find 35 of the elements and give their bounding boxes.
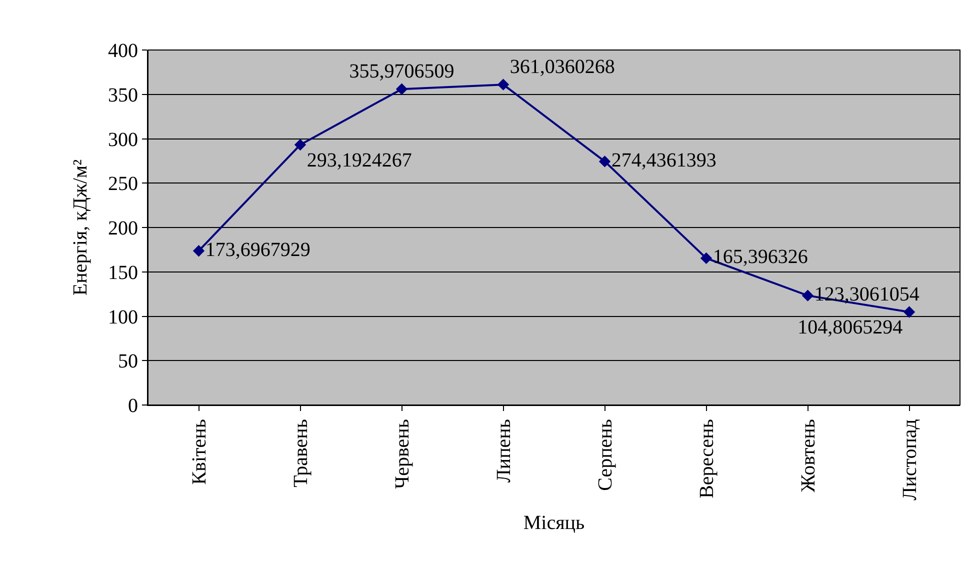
y-tick-label: 400 — [108, 40, 138, 62]
y-tick-label: 150 — [108, 262, 138, 284]
data-label: 293,1924267 — [306, 149, 412, 172]
x-tick-label: Серпень — [594, 419, 616, 491]
x-tick-label: Травень — [290, 419, 312, 488]
data-label: 173,6967929 — [205, 238, 310, 261]
y-tick-label: 50 — [118, 350, 138, 373]
y-tick-label: 0 — [128, 395, 138, 417]
data-label: 361,0360268 — [510, 56, 615, 78]
point — [497, 78, 510, 90]
x-tick-label: Вересень — [696, 419, 718, 498]
data-label: 274,4361393 — [611, 149, 716, 172]
y-tick-label: 100 — [108, 306, 138, 328]
x-tick-label: Липень — [492, 419, 515, 483]
y-tick-label: 300 — [108, 128, 138, 151]
point — [903, 306, 916, 318]
data-label: 355,9706509 — [349, 60, 454, 82]
y-tick-label: 350 — [108, 84, 138, 106]
point — [396, 83, 408, 95]
x-tick-label: Червень — [391, 419, 414, 489]
point — [294, 138, 306, 151]
y-tick-label: 200 — [108, 218, 138, 240]
x-tick-label: Жовтень — [797, 419, 820, 492]
x-tick-label: Листопад — [898, 419, 921, 500]
point — [192, 244, 205, 257]
y-axis-title: Енергія, кДж/м² — [70, 159, 92, 296]
x-tick-label: Квітень — [188, 419, 210, 485]
point — [802, 290, 814, 302]
x-axis-title: Місяць — [523, 512, 585, 534]
data-label: 104,8065294 — [798, 316, 903, 339]
y-tick-label: 250 — [108, 173, 138, 196]
data-label: 123,3061054 — [814, 284, 920, 306]
point — [598, 156, 611, 168]
point — [700, 252, 712, 264]
data-label: 165,396326 — [712, 246, 808, 268]
